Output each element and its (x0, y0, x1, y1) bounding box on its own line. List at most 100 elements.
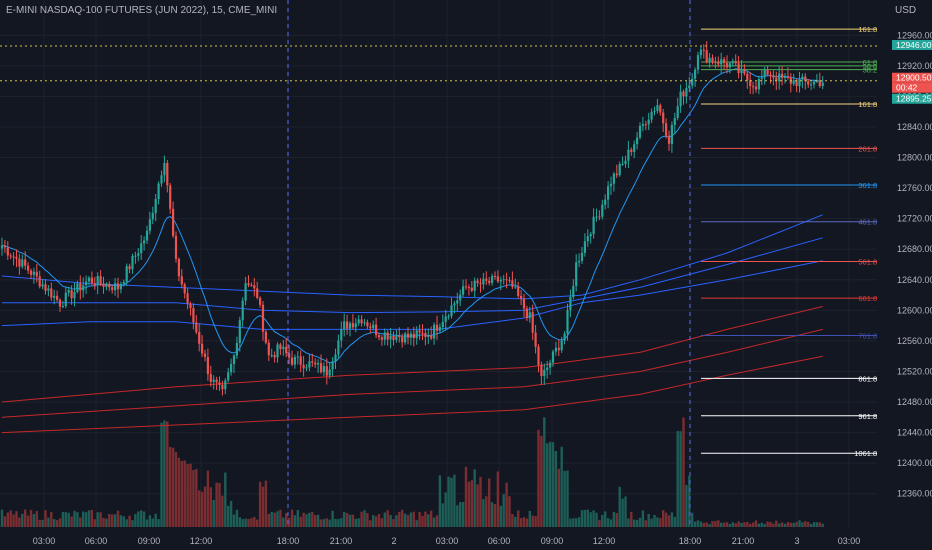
volume-bar (496, 471, 500, 527)
candle-body (406, 333, 410, 338)
candle-body (108, 283, 111, 288)
volume-bar (76, 512, 79, 527)
candle-body (169, 185, 172, 209)
candle-body (653, 110, 656, 112)
fib-level-label: 50.00% (863, 62, 889, 71)
volume-bar (227, 505, 230, 527)
candle-body (221, 384, 224, 390)
candle-body (781, 73, 784, 78)
volume-bar (35, 511, 38, 527)
candle-body (549, 362, 552, 368)
volume-bar (525, 518, 529, 527)
candle-body (412, 333, 415, 339)
volume-bar (285, 513, 288, 527)
volume-bar (108, 513, 111, 527)
volume-bar (801, 522, 804, 527)
candle-body (673, 117, 676, 125)
volume-bar (314, 515, 317, 527)
volume-bar (743, 522, 746, 527)
time-tick-label: 09:00 (541, 536, 564, 546)
volume-bar (685, 484, 688, 527)
volume-bar (464, 466, 468, 527)
volume-bar (415, 520, 418, 527)
volume-bar (763, 523, 766, 527)
candle-body (224, 380, 227, 390)
volume-bar (270, 511, 273, 527)
candle-body (18, 258, 21, 267)
volume-bar (235, 509, 239, 527)
volume-bar (818, 522, 821, 527)
volume-bar (406, 515, 410, 527)
candle-body (485, 278, 488, 281)
volume-bar (44, 510, 47, 527)
time-tick-label: 12:00 (190, 536, 213, 546)
candle-body (786, 76, 789, 79)
volume-bar (769, 522, 772, 527)
volume-bar (229, 500, 233, 527)
volume-bar (546, 443, 549, 527)
volume-bar (174, 451, 178, 527)
candle-body (810, 84, 813, 86)
candle-body (163, 163, 166, 176)
candle-body (218, 382, 221, 385)
candle-body (148, 219, 151, 231)
volume-bar (374, 516, 378, 527)
volume-bar (444, 492, 447, 527)
volume-bar (96, 512, 99, 527)
candle-body (296, 356, 299, 358)
price-tick-label: 12720.00 (897, 214, 932, 224)
volume-bar (73, 510, 76, 527)
candle-body (21, 259, 24, 267)
time-axis-labels: 03:00 06:00 09:00 12:00 18:00 21:00 2 03:00 06:0… (33, 536, 861, 546)
volume-bar (809, 523, 813, 527)
candle-body (470, 287, 473, 291)
volume-bar (131, 520, 134, 527)
volume-bar (453, 474, 456, 527)
volume-bar (725, 522, 729, 527)
fib-level-label: 361.80% (858, 181, 888, 190)
moving-average-line (2, 237, 823, 314)
candle-body (563, 333, 566, 341)
candle-body (395, 335, 398, 340)
volume-bar (775, 520, 778, 527)
candle-body (128, 266, 131, 270)
volume-bar (737, 521, 740, 527)
volume-bar (377, 514, 381, 527)
volume-bar (499, 505, 502, 527)
moving-average-line (1, 328, 823, 418)
volume-bar (137, 511, 140, 527)
volume-bar (343, 511, 346, 527)
candle-body (491, 275, 494, 283)
candle-body (763, 69, 766, 78)
candle-body (476, 280, 479, 283)
candle-body (325, 366, 328, 376)
candle-body (41, 284, 44, 287)
candle-body (717, 62, 720, 65)
candle-body (433, 324, 436, 339)
candle-body (578, 260, 581, 263)
candle-body (50, 288, 53, 298)
candle-body (377, 335, 381, 338)
candle-body (554, 347, 557, 352)
candle-body (270, 354, 273, 356)
fib-level-label: 761.80% (858, 332, 888, 341)
moving-average-line (1, 306, 823, 403)
candle-body (351, 323, 354, 328)
candle-body (288, 353, 291, 358)
volume-bar (528, 510, 531, 527)
volume-bar (786, 521, 790, 527)
candle-body (276, 344, 279, 358)
candle-body (172, 208, 175, 236)
candle-body (702, 49, 705, 51)
volume-bar (134, 513, 137, 527)
volume-bar (543, 417, 546, 527)
candle-body (665, 123, 668, 136)
candle-body (201, 343, 204, 354)
candle-body (522, 298, 526, 309)
volume-bar (409, 512, 413, 527)
volume-bar (493, 504, 497, 527)
candle-body (273, 354, 276, 358)
volume-bar (273, 512, 276, 527)
